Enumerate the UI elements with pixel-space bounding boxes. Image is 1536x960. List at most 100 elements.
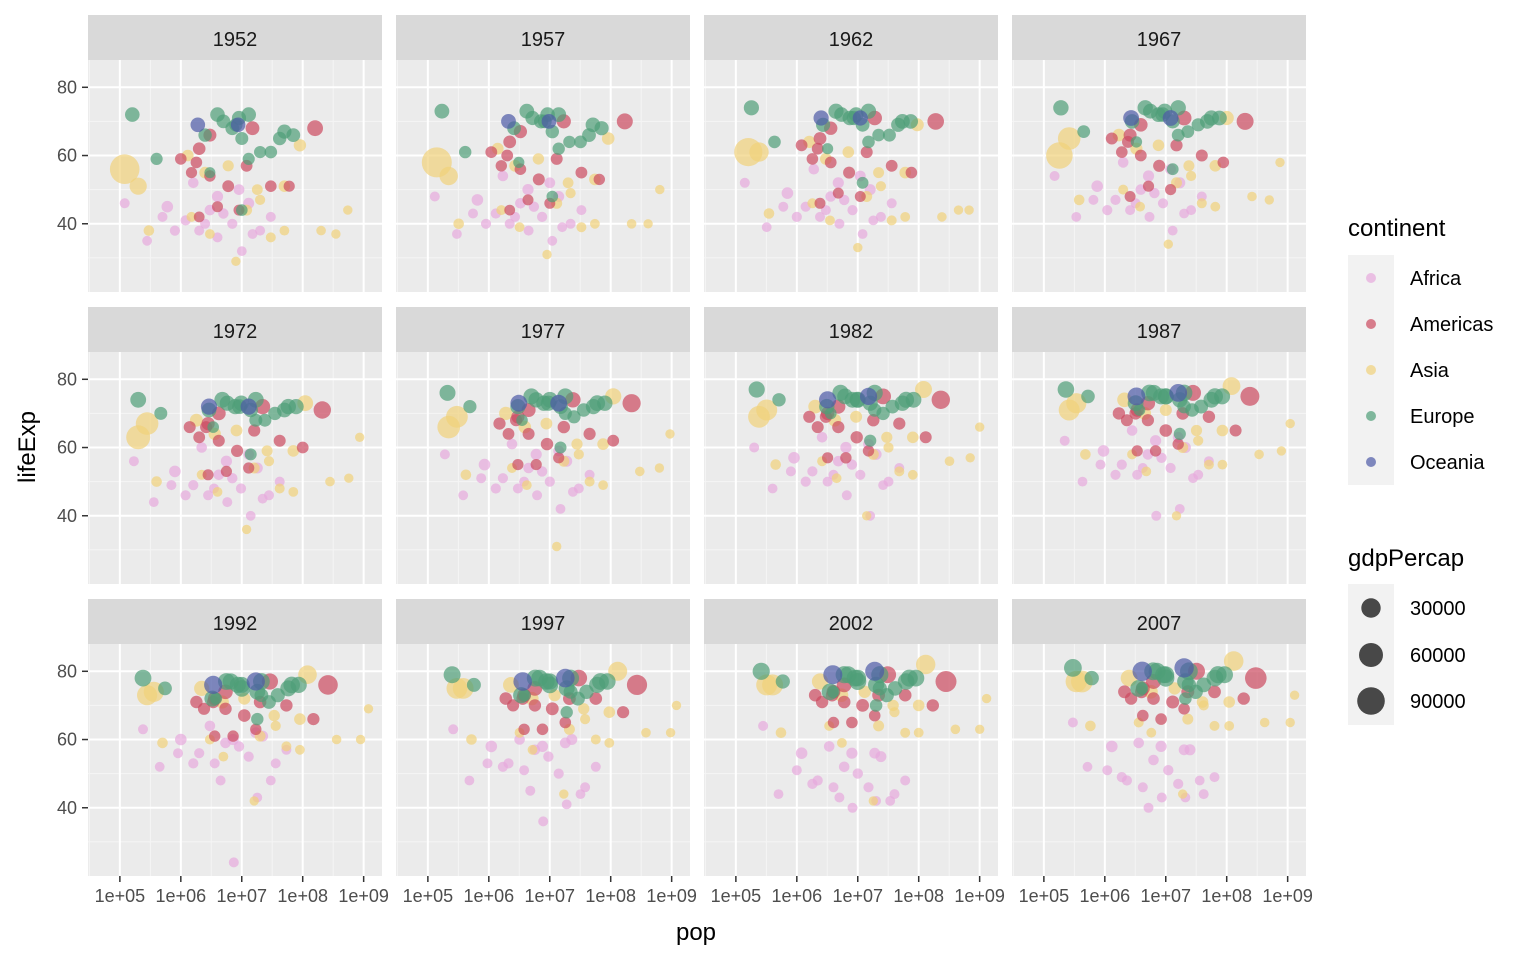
facet-strip-label: 1962 [829,29,874,51]
data-point-europe [198,128,212,142]
data-point-europe [1136,682,1149,695]
data-point-americas [1112,407,1126,420]
data-point-americas [1124,191,1136,202]
legend-key-africa [1366,273,1376,283]
data-point-africa [522,184,534,196]
data-point-americas [1120,414,1133,427]
data-point-africa [1133,737,1144,749]
data-point-africa [840,441,852,454]
legend-key-europe [1366,411,1376,421]
facet-panel-1987: 1987 [1012,307,1306,584]
x-tick-label: 1e+06 [1080,886,1131,906]
data-point-americas [583,427,596,440]
data-point-europe [249,413,263,427]
data-point-americas [1149,445,1162,457]
data-point-europe [887,681,903,696]
data-point-africa [270,758,281,769]
data-point-africa [161,200,174,213]
data-point-americas [626,674,648,696]
data-point-europe [1196,677,1212,693]
data-point-europe [1077,125,1091,138]
data-point-americas [273,434,286,447]
data-point-asia [540,417,553,430]
data-point-americas [522,194,534,206]
data-point-europe [1173,427,1186,440]
data-point-africa [1143,802,1154,813]
data-point-asia [446,678,468,699]
data-point-asia [255,194,266,205]
data-point-europe [546,190,559,203]
data-point-asia [1223,696,1235,708]
data-point-europe [868,403,882,417]
x-tick-label: 1e+09 [338,886,389,906]
data-point-americas [850,431,863,444]
data-point-africa [823,741,835,752]
data-point-asia [355,432,365,442]
data-point-africa [429,191,440,202]
data-point-asia [937,212,947,222]
data-point-europe [204,167,216,179]
data-point-europe [459,145,472,159]
data-point-africa [173,748,183,759]
data-point-asia [734,138,763,167]
data-point-asia [1203,459,1214,470]
data-point-africa [841,490,852,501]
data-point-europe [1053,100,1069,116]
data-point-asia [527,744,538,755]
data-point-africa [555,504,566,514]
data-point-asia [1080,449,1091,460]
x-tick-label: 1e+06 [464,886,515,906]
data-point-asia [1193,435,1204,446]
data-point-asia [1196,198,1207,209]
y-tick-label: 40 [57,214,77,234]
data-point-asia [542,249,552,260]
data-point-asia [641,727,651,738]
facet-panel-2002: 2002 [704,599,998,876]
data-point-europe [236,204,248,216]
data-point-americas [1178,703,1190,715]
data-point-europe [244,448,257,461]
data-point-africa [243,751,254,762]
data-point-africa [1126,425,1138,436]
data-point-asia [981,693,992,704]
data-point-africa [175,733,187,746]
data-point-asia [268,709,280,722]
data-point-europe [743,100,760,116]
data-point-americas [1131,445,1143,457]
data-point-oceania [200,398,218,415]
data-point-europe [882,128,896,142]
x-tick-label: 1e+08 [277,886,328,906]
data-point-asia [1073,194,1085,206]
data-point-europe [775,674,790,689]
data-point-asia [912,699,925,712]
data-point-africa [471,194,484,206]
data-point-africa [808,163,820,175]
data-point-americas [250,723,262,735]
data-point-africa [791,211,802,222]
data-point-asia [249,796,259,806]
data-point-asia [1223,651,1244,671]
data-point-americas [318,675,338,695]
data-point-asia [915,381,932,398]
data-point-asia [1210,201,1221,212]
data-point-asia [1183,160,1195,172]
data-point-africa [1194,775,1205,786]
data-point-americas [806,153,819,165]
data-point-africa [1125,205,1136,216]
data-point-asia [1264,195,1275,205]
data-point-africa [512,483,523,494]
data-point-africa [1121,775,1132,786]
data-point-europe [525,110,540,126]
panel-background [88,352,382,584]
data-point-asia [886,215,897,226]
x-tick-label: 1e+05 [95,886,146,906]
data-point-africa [1173,778,1184,790]
data-point-africa [485,740,498,753]
data-point-europe [516,414,528,427]
x-tick-label: 1e+08 [1201,886,1252,906]
data-point-americas [622,394,641,413]
data-point-asia [900,727,911,738]
data-point-americas [296,441,309,454]
data-point-asia [453,218,465,230]
data-point-europe [849,669,867,687]
